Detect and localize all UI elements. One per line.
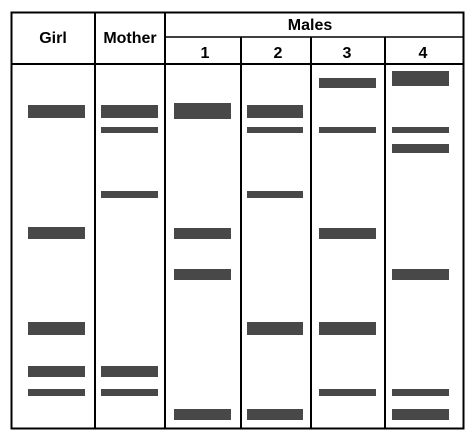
band-male-4-g: [392, 269, 449, 280]
band-male-1-g: [174, 269, 231, 280]
band-male-4-e: [392, 144, 449, 153]
band-male-2-b: [247, 127, 303, 133]
band-girl-k: [28, 389, 85, 396]
lane-label-male-2: 2: [274, 45, 283, 62]
band-male-1-a: [174, 103, 231, 119]
band-mother-k: [101, 389, 158, 396]
band-mother-d: [101, 191, 158, 198]
band-male-1-l: [174, 409, 231, 420]
lane-label-male-3: 3: [343, 45, 352, 62]
band-mother-b: [101, 127, 158, 133]
band-male-2-l: [247, 409, 303, 420]
band-male-3-x: [319, 78, 376, 88]
band-male-4-k: [392, 389, 449, 396]
lane-label-male-4: 4: [419, 45, 428, 62]
band-girl-f: [28, 228, 85, 239]
band-male-4-b: [392, 127, 449, 133]
band-male-3-h: [319, 322, 376, 335]
band-girl-j: [28, 366, 85, 377]
band-male-4-y: [392, 71, 449, 86]
band-male-2-d: [247, 191, 303, 198]
band-male-3-k: [319, 389, 376, 396]
band-male-1-f: [174, 228, 231, 239]
band-mother-a: [101, 105, 158, 118]
lane-label-mother: Mother: [103, 30, 156, 47]
band-male-3-f: [319, 228, 376, 239]
males-group-label: Males: [288, 17, 333, 34]
band-male-3-b: [319, 127, 376, 133]
band-mother-j: [101, 366, 158, 377]
gel-frame: [10, 11, 465, 430]
band-male-2-a: [247, 105, 303, 118]
band-male-2-h: [247, 322, 303, 335]
lane-label-girl: Girl: [39, 30, 67, 47]
band-girl-a: [28, 105, 85, 118]
lane-label-male-1: 1: [201, 45, 210, 62]
band-girl-h: [28, 322, 85, 335]
band-male-4-m: [392, 409, 449, 420]
band-layer: [28, 71, 449, 420]
